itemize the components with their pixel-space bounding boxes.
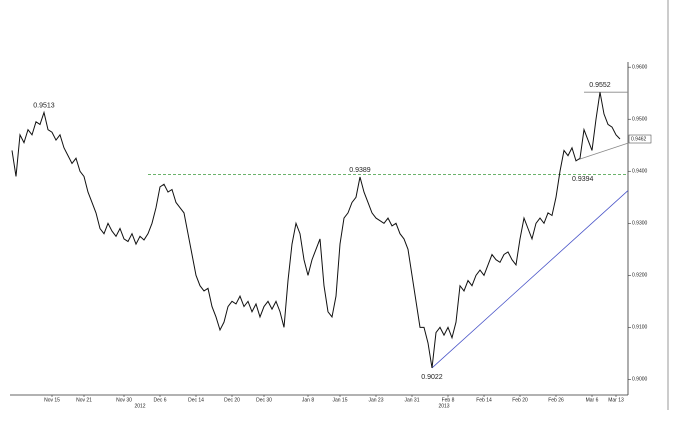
y-tick-label: 0.9600 [632, 65, 648, 71]
last-price-label: 0.9462 [631, 136, 647, 142]
x-tick-label: Dec 30 [256, 397, 272, 403]
x-tick-label: Mar 13 [608, 397, 624, 403]
y-tick-label: 0.9100 [632, 325, 648, 331]
x-tick-label: Jan 23 [368, 397, 383, 403]
trendline [575, 142, 629, 161]
x-year-label: 2012 [134, 403, 145, 409]
x-tick-label: Feb 20 [512, 397, 528, 403]
y-tick-label: 0.9000 [632, 377, 648, 383]
y-tick-label: 0.9500 [632, 117, 648, 123]
last-price-box [628, 134, 652, 144]
x-tick-label: Dec 6 [153, 397, 166, 403]
x-tick-label: Jan 31 [404, 397, 419, 403]
x-tick-label: Jan 15 [332, 397, 347, 403]
price-annotation: 0.9389 [349, 167, 371, 174]
price-annotation: 0.9552 [589, 82, 611, 89]
y-tick-label: 0.9200 [632, 273, 648, 279]
x-tick-label: Nov 30 [116, 397, 132, 403]
price-line [11, 92, 621, 369]
x-tick-label: Feb 8 [442, 397, 455, 403]
x-tick-label: Nov 21 [76, 397, 92, 403]
x-tick-label: Mar 6 [586, 397, 599, 403]
x-tick-label: Jan 8 [302, 397, 314, 403]
price-annotation: 0.9513 [33, 102, 55, 109]
x-tick-label: Feb 14 [476, 397, 492, 403]
y-tick-label: 0.9300 [632, 221, 648, 227]
y-tick-label: 0.9400 [632, 169, 648, 175]
price-annotation: 0.9022 [421, 374, 443, 381]
x-tick-label: Feb 26 [548, 397, 564, 403]
x-tick-label: Nov 15 [44, 397, 60, 403]
x-year-label: 2013 [438, 403, 449, 409]
x-tick-label: Dec 14 [188, 397, 204, 403]
support-label: 0.9394 [572, 176, 594, 183]
x-tick-label: Dec 20 [224, 397, 240, 403]
trendline [431, 190, 629, 369]
